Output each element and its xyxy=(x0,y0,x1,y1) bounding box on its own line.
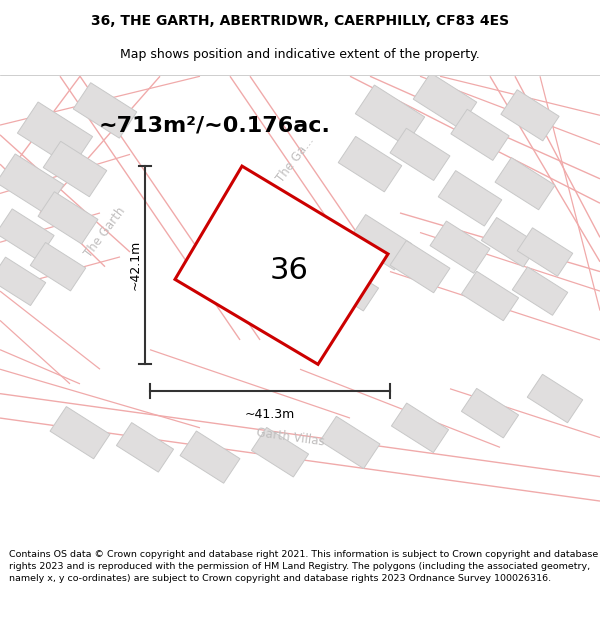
Polygon shape xyxy=(527,374,583,423)
Polygon shape xyxy=(73,82,137,138)
Polygon shape xyxy=(0,209,54,260)
Polygon shape xyxy=(0,154,64,213)
Polygon shape xyxy=(17,102,92,168)
Polygon shape xyxy=(248,228,311,286)
Polygon shape xyxy=(390,128,450,181)
Polygon shape xyxy=(320,416,380,469)
Polygon shape xyxy=(495,158,555,210)
Polygon shape xyxy=(38,192,98,244)
Text: ~41.3m: ~41.3m xyxy=(245,408,295,421)
Text: ~42.1m: ~42.1m xyxy=(128,240,142,291)
Polygon shape xyxy=(391,403,449,452)
Polygon shape xyxy=(512,267,568,316)
Polygon shape xyxy=(438,171,502,226)
Text: The Ga…: The Ga… xyxy=(274,134,316,184)
Polygon shape xyxy=(348,214,412,270)
Polygon shape xyxy=(413,73,477,128)
Polygon shape xyxy=(223,178,287,238)
Polygon shape xyxy=(30,242,86,291)
Polygon shape xyxy=(390,241,450,292)
Text: The Garth: The Garth xyxy=(82,205,128,260)
Polygon shape xyxy=(251,428,308,477)
Polygon shape xyxy=(0,257,46,306)
Polygon shape xyxy=(461,271,518,321)
Text: ~713m²/~0.176ac.: ~713m²/~0.176ac. xyxy=(99,115,331,135)
Polygon shape xyxy=(430,221,490,273)
Polygon shape xyxy=(116,422,173,472)
Polygon shape xyxy=(322,261,379,311)
Polygon shape xyxy=(451,109,509,161)
Text: Contains OS data © Crown copyright and database right 2021. This information is : Contains OS data © Crown copyright and d… xyxy=(9,550,598,583)
Polygon shape xyxy=(50,407,110,459)
Text: 36, THE GARTH, ABERTRIDWR, CAERPHILLY, CF83 4ES: 36, THE GARTH, ABERTRIDWR, CAERPHILLY, C… xyxy=(91,14,509,28)
Polygon shape xyxy=(501,90,559,141)
Polygon shape xyxy=(481,217,539,267)
Polygon shape xyxy=(43,141,107,197)
Text: Garth Villas: Garth Villas xyxy=(255,426,325,449)
Polygon shape xyxy=(180,431,240,483)
Polygon shape xyxy=(517,228,573,276)
Polygon shape xyxy=(175,166,388,364)
Text: Map shows position and indicative extent of the property.: Map shows position and indicative extent… xyxy=(120,48,480,61)
Polygon shape xyxy=(338,136,402,192)
Polygon shape xyxy=(355,85,425,146)
Polygon shape xyxy=(461,388,518,438)
Text: 36: 36 xyxy=(269,256,308,286)
